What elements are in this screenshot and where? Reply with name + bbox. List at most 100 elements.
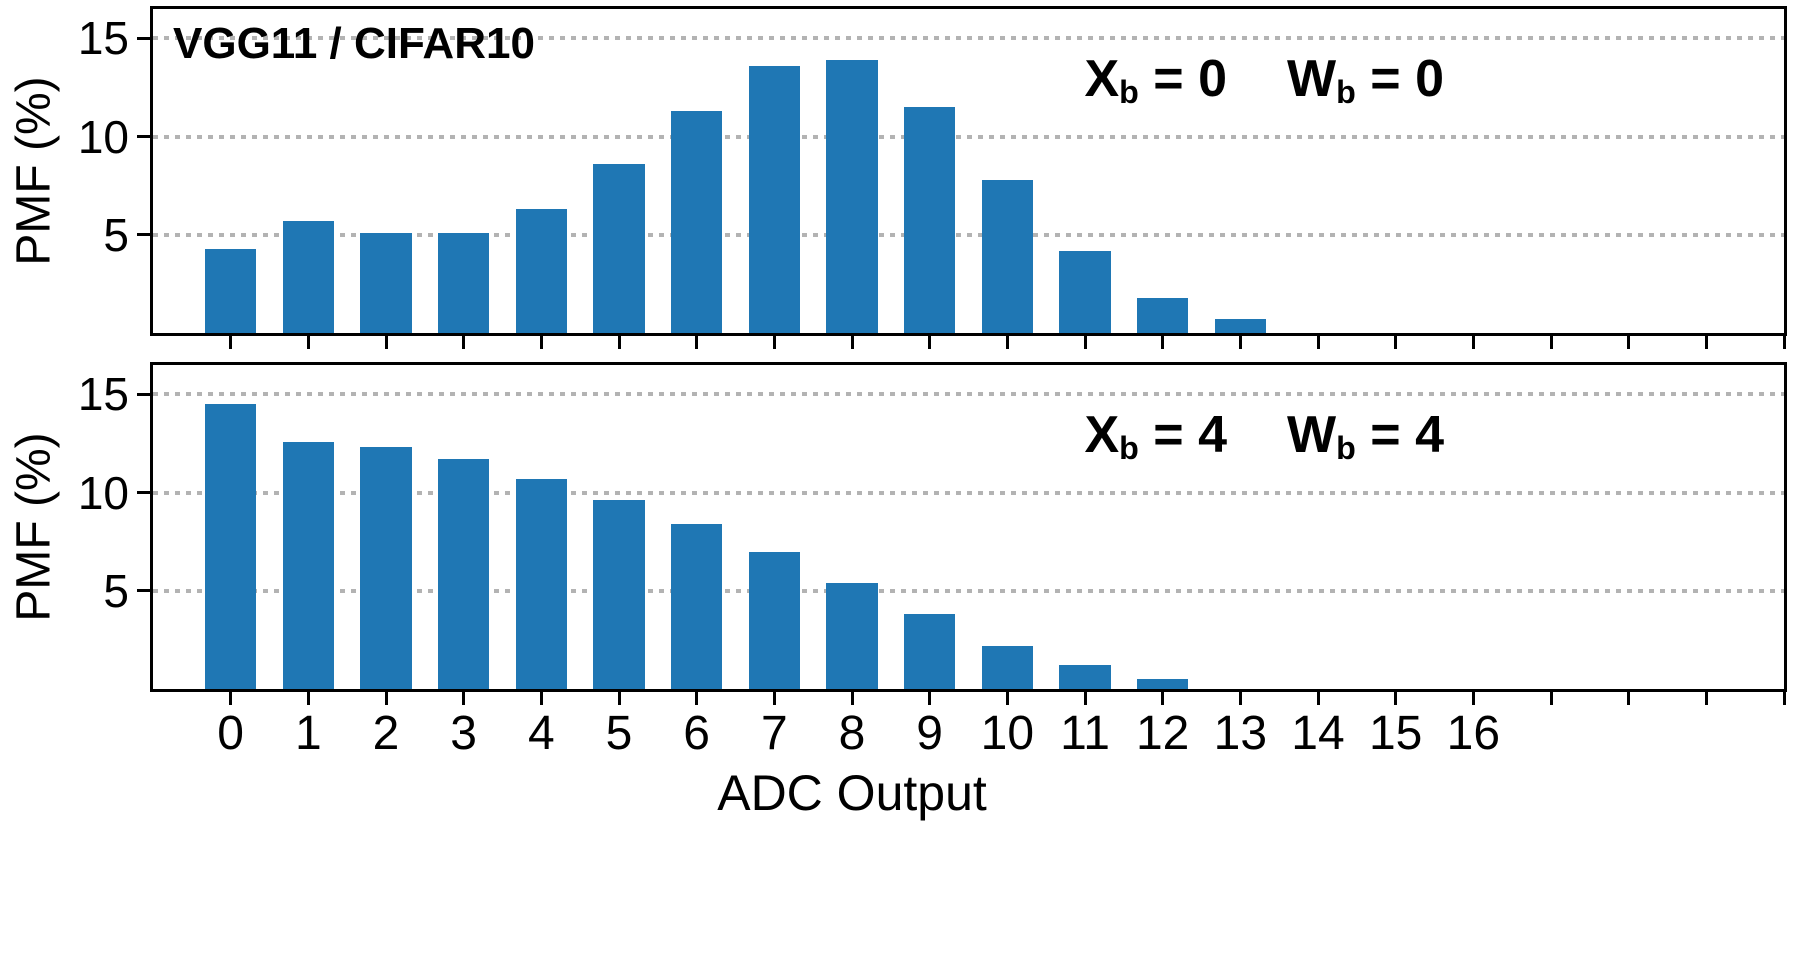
x-tick-mark	[1782, 336, 1786, 349]
annotation-var: X	[1084, 50, 1120, 108]
bar-bottom-1	[282, 441, 334, 689]
gridline	[153, 36, 1784, 41]
y-tick-mark	[137, 135, 150, 139]
x-tick-mark	[1083, 692, 1087, 705]
x-tick-mark	[1549, 336, 1553, 349]
x-tick-mark	[617, 336, 621, 349]
y-tick-label: 15	[77, 368, 129, 421]
bar-top-6	[671, 111, 723, 333]
x-tick-mark	[617, 692, 621, 705]
x-tick-mark	[772, 692, 776, 705]
plot-area: VGG11 / CIFAR10 Xb = 0 Wb = 0 5 10 15	[78, 6, 1787, 349]
x-axis-title: ADC Output	[717, 765, 987, 821]
x-tick-label-12: 12	[1135, 707, 1190, 760]
gridline	[153, 134, 1784, 139]
bar-top-3	[438, 232, 490, 333]
x-tick-mark	[1704, 336, 1708, 349]
x-tick-mark	[1549, 692, 1553, 705]
y-tick-label: 10	[77, 110, 129, 163]
y-tick-label: 5	[103, 208, 129, 261]
bar-top-1	[282, 221, 334, 333]
y-tick-label: 5	[103, 564, 129, 617]
y-tick-label: 15	[77, 12, 129, 65]
gridline	[153, 232, 1784, 237]
x-tick-mark	[539, 336, 543, 349]
bar-top-4	[515, 209, 567, 333]
x-tick-label-11: 11	[1060, 707, 1110, 760]
x-tick-mark	[1238, 336, 1242, 349]
bar-top-13	[1214, 319, 1266, 333]
bar-top-12	[1137, 297, 1189, 333]
x-tick-mark	[1005, 336, 1009, 349]
x-tick-mark	[1161, 336, 1165, 349]
x-tick-mark	[1316, 692, 1320, 705]
bar-bottom-10	[981, 645, 1033, 689]
annotation-eq: = 4	[1355, 406, 1444, 464]
x-tick-mark	[850, 692, 854, 705]
x-tick-mark	[1394, 336, 1398, 349]
x-tick-mark	[462, 336, 466, 349]
bar-bottom-5	[593, 500, 645, 689]
y-tick-mark	[137, 589, 150, 593]
bar-bottom-7	[748, 551, 800, 689]
x-tick-mark	[384, 336, 388, 349]
annotation-term: Xb = 0	[1084, 50, 1227, 110]
x-tick-mark	[1005, 692, 1009, 705]
x-tick-label-9: 9	[916, 707, 944, 760]
y-tick-mark	[137, 392, 150, 396]
bit-config-annotation: Xb = 4 Wb = 4	[1084, 405, 1444, 467]
panel-bottom: PMF (%) Xb = 4 Wb = 4 5 10 15	[0, 362, 1797, 705]
x-tick-mark	[539, 692, 543, 705]
annotation-var: X	[1084, 406, 1120, 464]
x-tick-mark	[1471, 692, 1475, 705]
bar-top-0	[205, 248, 257, 333]
annotation-eq: = 0	[1355, 50, 1444, 108]
x-tick-label-1: 1	[294, 707, 322, 760]
annotation-eq: = 4	[1138, 406, 1228, 464]
x-tick-mark	[1782, 692, 1786, 705]
x-axis-tick-labels: 0 1 2 3 4 5 6 7 8 9 10 11 12 13 14 15 16	[153, 706, 1784, 766]
bar-bottom-9	[904, 614, 956, 689]
bar-bottom-0	[205, 404, 257, 689]
x-tick-mark	[928, 336, 932, 349]
x-tick-mark	[1704, 692, 1708, 705]
bar-bottom-4	[515, 478, 567, 689]
x-tick-mark	[1161, 692, 1165, 705]
panel-top: PMF (%) VGG11 / CIFAR10 Xb = 0 Wb = 0 5 10…	[0, 6, 1797, 349]
x-tick-mark	[1083, 336, 1087, 349]
y-axis-label: PMF (%)	[7, 76, 61, 266]
x-tick-label-13: 13	[1213, 707, 1268, 760]
annotation-term: Wb = 0	[1287, 50, 1444, 110]
x-tick-label-4: 4	[527, 707, 555, 760]
bar-top-8	[826, 60, 878, 333]
x-tick-mark	[1471, 336, 1475, 349]
x-tick-mark	[850, 336, 854, 349]
annotation-term: Wb = 4	[1287, 406, 1444, 466]
bar-bottom-2	[360, 447, 412, 689]
x-tick-mark	[928, 692, 932, 705]
x-tick-label-8: 8	[838, 707, 866, 760]
x-tick-mark	[695, 336, 699, 349]
gridline	[153, 392, 1784, 397]
x-tick-mark	[695, 692, 699, 705]
x-tick-label-7: 7	[760, 707, 788, 760]
x-tick-mark	[462, 692, 466, 705]
bar-bottom-12	[1137, 679, 1189, 689]
bar-top-5	[593, 164, 645, 333]
annotation-var: W	[1287, 406, 1337, 464]
x-tick-mark	[229, 692, 233, 705]
annotation-var: W	[1287, 50, 1337, 108]
annotation-sub: b	[1119, 430, 1139, 467]
bar-bottom-6	[671, 524, 723, 689]
dataset-label: VGG11 / CIFAR10	[173, 19, 535, 68]
x-tick-mark	[1627, 692, 1631, 705]
x-tick-mark	[1394, 692, 1398, 705]
x-tick-mark	[1238, 692, 1242, 705]
y-tick-mark	[137, 233, 150, 237]
x-tick-mark	[772, 336, 776, 349]
x-tick-mark	[384, 692, 388, 705]
x-tick-mark	[306, 692, 310, 705]
bar-top-10	[981, 179, 1033, 333]
y-tick-mark	[137, 36, 150, 40]
